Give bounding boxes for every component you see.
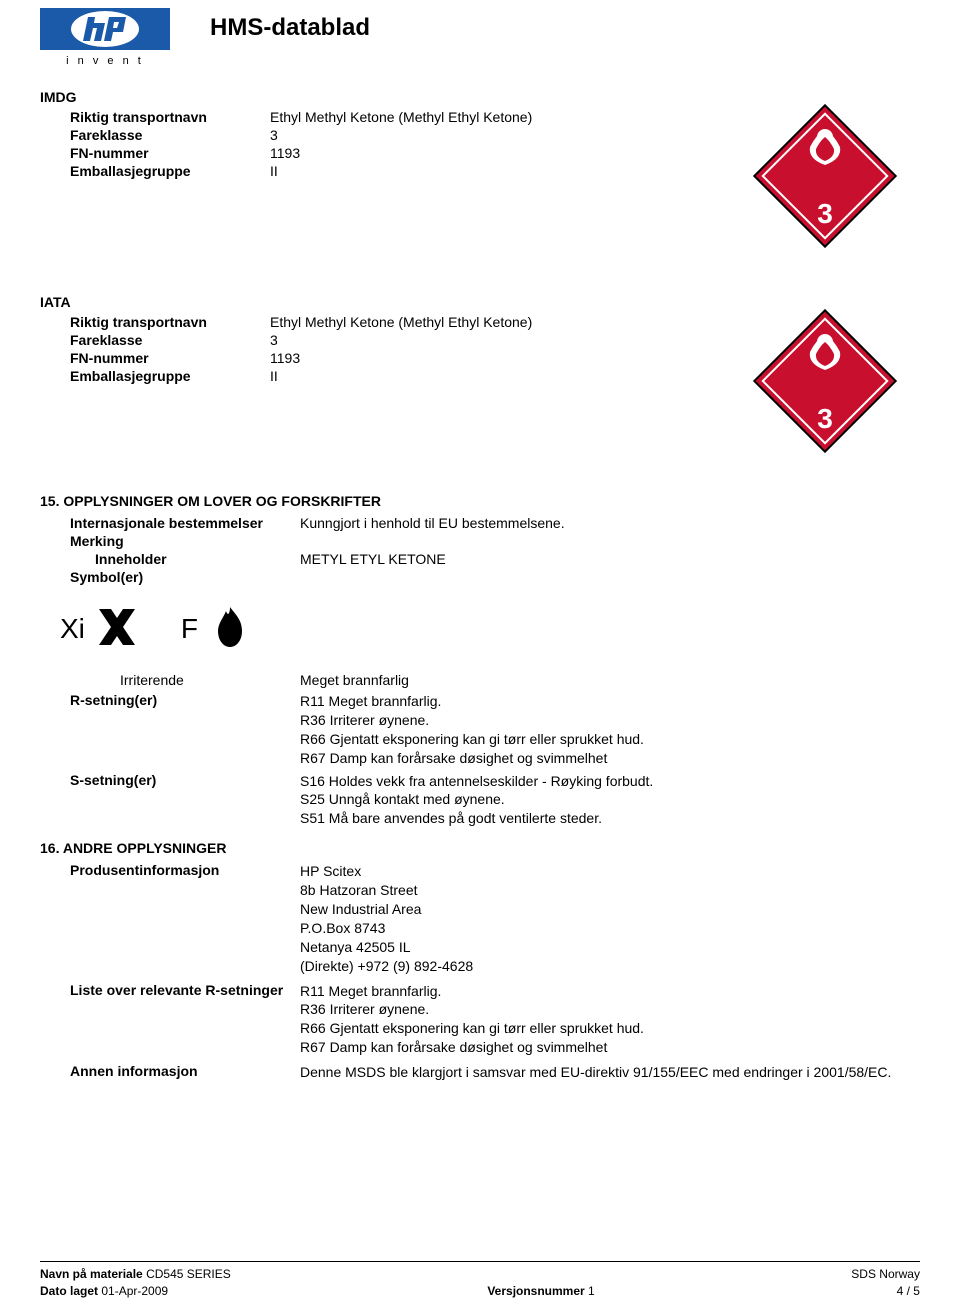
intl-value: Kunngjort i henhold til EU bestemmelsene…: [300, 515, 920, 531]
section-16-title: 16. ANDRE OPPLYSNINGER: [40, 840, 920, 856]
iata-label-3: Emballasjegruppe: [40, 368, 270, 384]
page-number: 4 / 5: [897, 1284, 920, 1298]
iata-label-1: Fareklasse: [40, 332, 270, 348]
inneholder-value: METYL ETYL KETONE: [300, 551, 920, 567]
material-value: CD545 SERIES: [146, 1267, 231, 1281]
svg-text:i n v e n t: i n v e n t: [66, 55, 144, 67]
liste-label: Liste over relevante R-setninger: [40, 982, 300, 1058]
page-title: HMS-datablad: [210, 14, 370, 42]
date-value: 01-Apr-2009: [101, 1284, 168, 1298]
inneholder-label: Inneholder: [40, 551, 300, 567]
annen-label: Annen informasjon: [40, 1063, 300, 1082]
r-setning-label: R-setning(er): [40, 692, 300, 768]
s-setning-value: S16 Holdes vekk fra antennelseskilder - …: [300, 772, 920, 829]
iata-value-3: II: [270, 368, 730, 384]
section-15-title: 15. OPPLYSNINGER OM LOVER OG FORSKRIFTER: [40, 493, 920, 509]
xi-label: Xi: [60, 613, 85, 645]
page-footer: Navn på materiale CD545 SERIES Dato lage…: [40, 1261, 920, 1300]
material-label: Navn på materiale: [40, 1267, 143, 1281]
version-value: 1: [588, 1284, 595, 1298]
imdg-label-2: FN-nummer: [40, 145, 270, 161]
date-label: Dato laget: [40, 1284, 98, 1298]
f-label: F: [181, 613, 198, 645]
irriterende-label: Irriterende: [40, 672, 300, 688]
hazard-symbols-row: Xi F: [60, 603, 920, 654]
iata-value-1: 3: [270, 332, 730, 348]
imdg-value-0: Ethyl Methyl Ketone (Methyl Ethyl Ketone…: [270, 109, 730, 125]
iata-block: IATA Riktig transportnavnEthyl Methyl Ke…: [40, 288, 920, 469]
imdg-label-3: Emballasjegruppe: [40, 163, 270, 179]
prod-info-value: HP Scitex 8b Hatzoran Street New Industr…: [300, 862, 920, 975]
imdg-label-0: Riktig transportnavn: [40, 109, 270, 125]
iata-heading: IATA: [40, 294, 730, 310]
intl-label: Internasjonale bestemmelser: [40, 515, 300, 531]
imdg-label-1: Fareklasse: [40, 127, 270, 143]
imdg-heading: IMDG: [40, 89, 730, 105]
symboler-label: Symbol(er): [40, 569, 270, 585]
hp-logo: i n v e n t: [40, 8, 170, 71]
merking-label: Merking: [40, 533, 270, 549]
imdg-value-2: 1193: [270, 145, 730, 161]
s-setning-label: S-setning(er): [40, 772, 300, 829]
flammable-flame-icon: [206, 603, 254, 654]
sds-region: SDS Norway: [851, 1267, 920, 1281]
meget-brannfarlig-label: Meget brannfarlig: [300, 672, 409, 688]
iata-label-0: Riktig transportnavn: [40, 314, 270, 330]
prod-info-label: Produsentinformasjon: [40, 862, 300, 975]
svg-text:3: 3: [817, 403, 833, 434]
iata-hazard-diamond: 3: [730, 288, 920, 469]
iata-value-2: 1193: [270, 350, 730, 366]
r-setning-value: R11 Meget brannfarlig. R36 Irriterer øyn…: [300, 692, 920, 768]
annen-value: Denne MSDS ble klargjort i samsvar med E…: [300, 1063, 920, 1082]
imdg-value-1: 3: [270, 127, 730, 143]
version-label: Versjonsnummer: [487, 1284, 584, 1298]
imdg-block: IMDG Riktig transportnavnEthyl Methyl Ke…: [40, 83, 920, 264]
irritant-x-icon: [93, 603, 141, 654]
header: i n v e n t HMS-datablad: [40, 8, 920, 71]
iata-value-0: Ethyl Methyl Ketone (Methyl Ethyl Ketone…: [270, 314, 730, 330]
imdg-value-3: II: [270, 163, 730, 179]
imdg-hazard-diamond: 3: [730, 83, 920, 264]
iata-label-2: FN-nummer: [40, 350, 270, 366]
svg-text:3: 3: [817, 198, 833, 229]
liste-value: R11 Meget brannfarlig. R36 Irriterer øyn…: [300, 982, 920, 1058]
